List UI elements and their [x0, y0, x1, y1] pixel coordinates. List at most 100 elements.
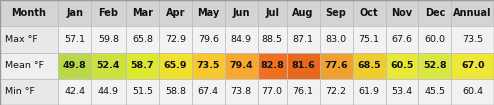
Bar [418, 52, 452, 79]
Bar [385, 52, 418, 79]
Text: 77.6: 77.6 [324, 61, 348, 70]
Text: 60.4: 60.4 [462, 87, 483, 96]
Bar [192, 52, 225, 79]
Bar [418, 0, 452, 26]
Text: 81.6: 81.6 [291, 61, 315, 70]
Bar [159, 79, 192, 105]
Bar [353, 26, 385, 52]
Text: 79.4: 79.4 [229, 61, 253, 70]
Text: Mar: Mar [132, 8, 153, 18]
Text: Max °F: Max °F [5, 35, 38, 44]
Text: Mean °F: Mean °F [5, 61, 44, 70]
Bar [159, 26, 192, 52]
Bar [320, 0, 353, 26]
Bar [192, 79, 225, 105]
Bar [192, 26, 225, 52]
Bar [258, 26, 287, 52]
Text: 60.0: 60.0 [424, 35, 446, 44]
Bar [159, 0, 192, 26]
Text: Apr: Apr [165, 8, 185, 18]
Text: 67.4: 67.4 [198, 87, 219, 96]
Text: 59.8: 59.8 [98, 35, 119, 44]
Text: 73.8: 73.8 [231, 87, 252, 96]
Bar [452, 0, 494, 26]
Text: 87.1: 87.1 [292, 35, 314, 44]
Text: 67.0: 67.0 [461, 61, 485, 70]
Text: 68.5: 68.5 [357, 61, 381, 70]
Bar [91, 79, 126, 105]
Text: 65.9: 65.9 [164, 61, 187, 70]
Text: 58.7: 58.7 [130, 61, 154, 70]
Bar [320, 79, 353, 105]
Bar [287, 0, 320, 26]
Bar [385, 26, 418, 52]
Text: 52.4: 52.4 [97, 61, 120, 70]
Text: 88.5: 88.5 [262, 35, 283, 44]
Bar [225, 52, 258, 79]
Text: Jun: Jun [233, 8, 250, 18]
Bar [58, 0, 91, 26]
Bar [0, 26, 58, 52]
Bar [258, 0, 287, 26]
Text: 77.0: 77.0 [262, 87, 283, 96]
Text: 75.1: 75.1 [359, 35, 379, 44]
Text: Sep: Sep [326, 8, 347, 18]
Text: Oct: Oct [360, 8, 378, 18]
Bar [58, 52, 91, 79]
Text: 65.8: 65.8 [132, 35, 153, 44]
Text: 79.6: 79.6 [198, 35, 219, 44]
Text: 73.5: 73.5 [462, 35, 483, 44]
Bar [192, 0, 225, 26]
Text: 67.6: 67.6 [391, 35, 412, 44]
Text: 51.5: 51.5 [132, 87, 153, 96]
Text: Dec: Dec [425, 8, 445, 18]
Bar [287, 79, 320, 105]
Text: 52.8: 52.8 [423, 61, 447, 70]
Text: 83.0: 83.0 [326, 35, 347, 44]
Bar [58, 79, 91, 105]
Bar [452, 79, 494, 105]
Bar [0, 52, 58, 79]
Text: 73.5: 73.5 [197, 61, 220, 70]
Bar [225, 26, 258, 52]
Bar [91, 26, 126, 52]
Bar [287, 26, 320, 52]
Text: 58.8: 58.8 [165, 87, 186, 96]
Text: Month: Month [12, 8, 46, 18]
Bar [258, 52, 287, 79]
Text: 82.8: 82.8 [260, 61, 284, 70]
Bar [258, 79, 287, 105]
Bar [126, 26, 159, 52]
Bar [385, 0, 418, 26]
Text: 72.9: 72.9 [165, 35, 186, 44]
Bar [0, 79, 58, 105]
Bar [126, 52, 159, 79]
Text: 84.9: 84.9 [231, 35, 251, 44]
Bar [353, 79, 385, 105]
Bar [320, 52, 353, 79]
Text: 57.1: 57.1 [64, 35, 85, 44]
Bar [418, 26, 452, 52]
Bar [353, 52, 385, 79]
Text: Nov: Nov [391, 8, 412, 18]
Bar [58, 26, 91, 52]
Bar [452, 52, 494, 79]
Text: Min °F: Min °F [5, 87, 35, 96]
Text: 72.2: 72.2 [326, 87, 347, 96]
Text: 49.8: 49.8 [63, 61, 86, 70]
Text: 53.4: 53.4 [391, 87, 412, 96]
Text: Annual: Annual [453, 8, 492, 18]
Bar [0, 0, 58, 26]
Text: 60.5: 60.5 [390, 61, 413, 70]
Bar [353, 0, 385, 26]
Bar [418, 79, 452, 105]
Bar [225, 0, 258, 26]
Bar [225, 79, 258, 105]
Bar [452, 26, 494, 52]
Bar [385, 79, 418, 105]
Bar [320, 26, 353, 52]
Text: Aug: Aug [292, 8, 314, 18]
Text: Jan: Jan [66, 8, 83, 18]
Bar [126, 0, 159, 26]
Bar [91, 52, 126, 79]
